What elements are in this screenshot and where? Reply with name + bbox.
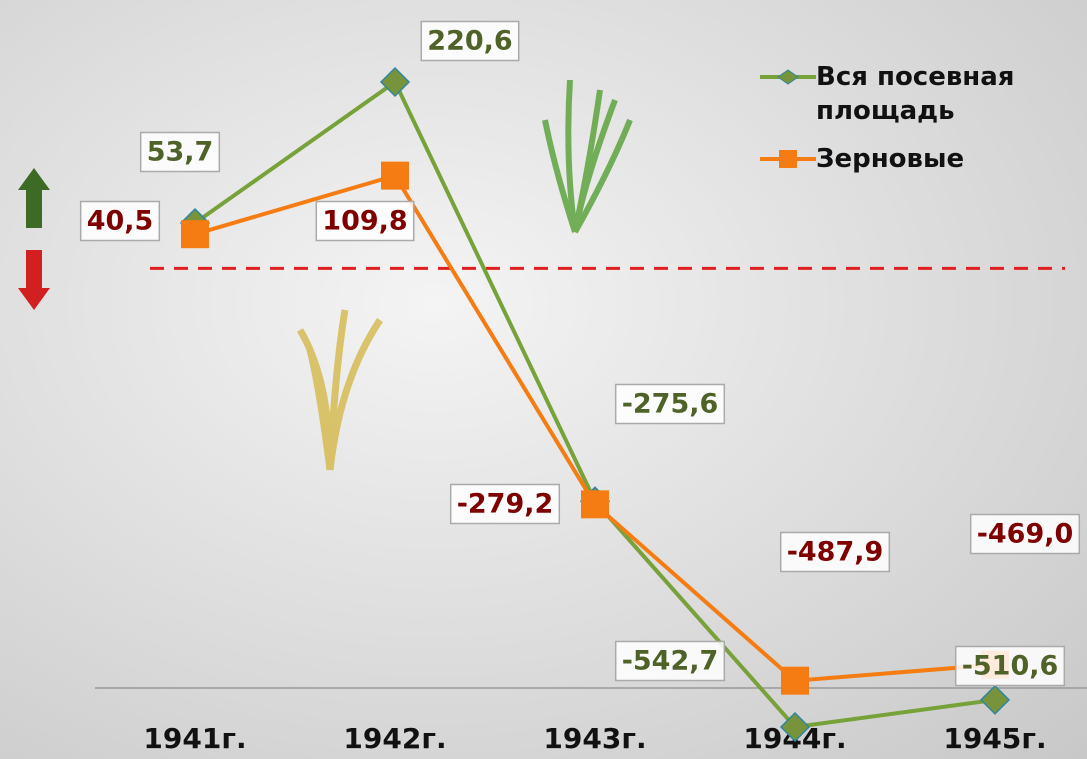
label-box [614,383,726,425]
data-label: -275,6 [614,383,726,425]
legend-item: Зерновые [760,142,1080,176]
point [381,161,409,190]
data-label-text: -542,7 [622,646,719,677]
data-label: 40,5 [79,200,161,242]
point [581,490,609,519]
x-tick-label: 1941г. [143,722,246,755]
data-label-text: 53,7 [147,137,214,168]
data-label-text: 40,5 [87,206,154,237]
data-label-text: 109,8 [322,206,407,237]
x-tick-label: 1945г. [943,722,1046,755]
data-label-text: -469,0 [977,519,1074,550]
up-arrow [18,168,50,228]
label-box [954,645,1066,687]
legend-symbol [760,69,816,85]
legend-symbol [760,150,816,168]
data-label: 53,7 [139,131,221,173]
series-line [194,173,996,683]
data-label: 220,6 [420,20,520,62]
point [979,684,1011,715]
legend-label: Вся посевная площадь [816,62,1015,126]
label-box [614,640,726,682]
wheat-icon [296,309,383,471]
point [379,66,411,98]
label-box [420,20,520,62]
data-label: -279,2 [449,483,561,525]
down-arrow [18,250,50,310]
data-label: -542,7 [614,640,726,682]
legend: Вся посевная площадь Зерновые [760,60,1080,190]
label-box [315,200,415,242]
legend-label: Зерновые [816,144,965,174]
label-box [449,483,561,525]
grass-icon [542,79,633,234]
x-tick-label: 1942г. [343,722,446,755]
point [779,711,811,743]
label-box [969,513,1081,555]
label-box [779,531,891,573]
legend-item: Вся посевная площадь [760,60,1080,128]
data-label: -487,9 [779,531,891,573]
point [781,666,809,695]
label-box [139,131,221,173]
data-label-text: 220,6 [427,26,512,57]
x-tick-label: 1943г. [543,722,646,755]
data-label: -469,0 [969,513,1081,555]
point [181,220,209,249]
data-label-text: -275,6 [622,389,719,420]
label-box [79,200,161,242]
data-label-text: -510,6 [962,651,1059,682]
data-label-text: -487,9 [787,537,884,568]
data-label: 109,8 [315,200,415,242]
data-label-text: -279,2 [457,489,554,520]
data-label: -510,6 [954,645,1066,687]
